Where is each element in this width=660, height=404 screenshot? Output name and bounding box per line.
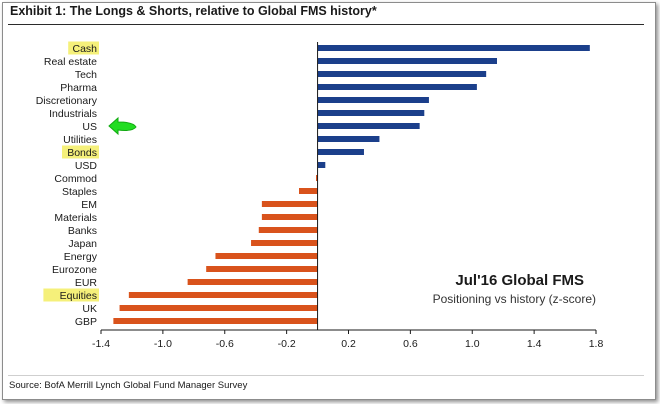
category-highlights: [43, 41, 99, 302]
x-tick-label: -1.0: [154, 338, 172, 350]
bar-equities: [128, 292, 318, 298]
bar-tech: [317, 71, 487, 77]
category-label-bonds: Bonds: [67, 147, 97, 159]
category-label-us: US: [82, 121, 97, 133]
category-label-eur: EUR: [75, 277, 98, 289]
category-label-gbp: GBP: [75, 316, 97, 328]
highlight-cash: [68, 41, 99, 55]
bar-materials: [261, 214, 318, 220]
category-label-energy: Energy: [64, 251, 98, 263]
category-label-banks: Banks: [68, 225, 97, 237]
bar-real-estate: [317, 58, 497, 64]
x-tick-label: 1.8: [589, 338, 604, 350]
bar-gbp: [113, 318, 318, 324]
bar-em: [261, 201, 318, 207]
category-label-japan: Japan: [68, 238, 97, 250]
bar-series: [113, 45, 590, 324]
footer-divider: [8, 375, 644, 376]
bar-utilities: [317, 136, 380, 142]
bar-us: [317, 123, 420, 129]
highlight-equities: [43, 288, 99, 302]
category-label-uk: UK: [82, 303, 97, 315]
x-tick-label: 0.2: [341, 338, 356, 350]
bar-usd: [317, 162, 326, 168]
chart-subtitle: Positioning vs history (z-score): [433, 292, 596, 306]
category-label-real-estate: Real estate: [44, 56, 97, 68]
x-axis: -1.4 -1.0 -0.6 -0.2 0.2 0.6 1.0 1.4 1.8: [92, 42, 603, 350]
green-arrow-left-icon: [108, 116, 137, 136]
category-label-equities: Equities: [60, 290, 97, 302]
category-label-utilities: Utilities: [63, 134, 97, 146]
category-label-industrials: Industrials: [49, 108, 97, 120]
x-tick-label: -0.6: [216, 338, 234, 350]
category-label-discretionary: Discretionary: [36, 95, 98, 107]
x-tick-label: 0.6: [403, 338, 418, 350]
category-label-tech: Tech: [75, 69, 97, 81]
bar-bonds: [317, 149, 364, 155]
bar-discretionary: [317, 97, 429, 103]
bar-eurozone: [206, 266, 318, 272]
bar-pharma: [317, 84, 477, 90]
category-label-cash: Cash: [72, 43, 97, 55]
bar-commod: [316, 175, 318, 181]
category-label-commod: Commod: [54, 173, 97, 185]
source-note: Source: BofA Merrill Lynch Global Fund M…: [9, 380, 248, 391]
category-label-materials: Materials: [54, 212, 97, 224]
exhibit-title: Exhibit 1: The Longs & Shorts, relative …: [10, 4, 377, 18]
bar-industrials: [317, 110, 425, 116]
chart-frame: [2, 2, 656, 400]
category-label-em: EM: [81, 199, 97, 211]
chart-title: Jul'16 Global FMS: [455, 272, 584, 289]
category-label-pharma: Pharma: [60, 82, 97, 94]
bar-japan: [251, 240, 318, 246]
category-label-usd: USD: [75, 160, 98, 172]
bar-energy: [215, 253, 318, 259]
x-tick-label: -0.2: [278, 338, 296, 350]
bar-banks: [258, 227, 318, 233]
bar-staples: [299, 188, 318, 194]
bar-eur: [187, 279, 318, 285]
highlight-bonds: [62, 145, 99, 159]
category-label-staples: Staples: [62, 186, 97, 198]
category-label-eurozone: Eurozone: [52, 264, 97, 276]
title-divider: [8, 24, 644, 25]
bar-cash: [317, 45, 590, 51]
x-tick-label: -1.4: [92, 338, 110, 350]
x-tick-label: 1.4: [527, 338, 542, 350]
bar-uk: [119, 305, 318, 311]
x-tick-label: 1.0: [465, 338, 480, 350]
